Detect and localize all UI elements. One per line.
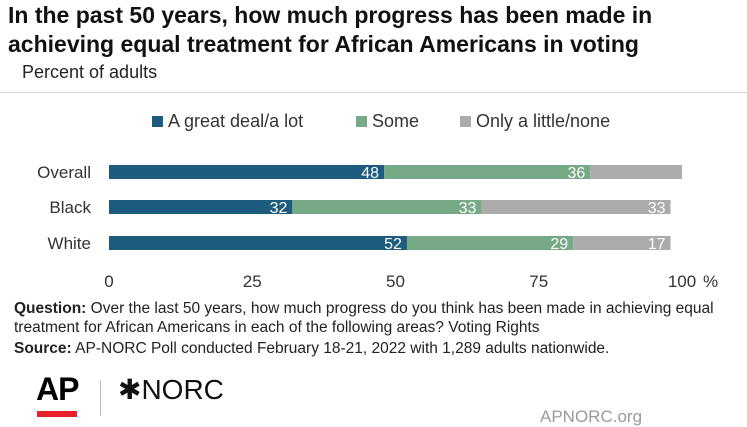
site-url: APNORC.org	[540, 407, 643, 426]
bar-segment-only-a-little-none	[481, 200, 671, 214]
bar-segment-some	[406, 236, 574, 250]
chart-legend: A great deal/a lot Some Only a little/none	[152, 111, 610, 131]
x-tick-label: 75	[529, 272, 548, 291]
data-label: 48	[361, 165, 379, 182]
data-label: 17	[648, 236, 666, 253]
data-label: 32	[270, 200, 288, 217]
x-axis-unit: %	[703, 272, 718, 291]
bar-segment-a-great-deal-a-lot	[109, 165, 385, 179]
source-text: AP-NORC Poll conducted February 18-21, 2…	[71, 340, 610, 357]
data-label: 33	[459, 200, 477, 217]
x-tick-label: 100	[668, 272, 696, 291]
question-lead: Question:	[14, 300, 87, 317]
stacked-bar-chart: A great deal/a lot Some Only a little/none…	[37, 111, 718, 291]
data-label: 36	[568, 165, 586, 182]
legend-swatch	[356, 116, 367, 127]
question-text: Over the last 50 years, how much progres…	[14, 300, 714, 336]
bar-row-black: 32 33 33	[109, 200, 671, 217]
bar-segment-only-a-little-none	[590, 165, 682, 179]
legend-item-only-a-little-none: Only a little/none	[460, 111, 610, 131]
legend-label: Some	[372, 111, 419, 131]
source-note: Source: AP-NORC Poll conducted February …	[14, 339, 739, 358]
bar-segment-some	[292, 200, 482, 214]
legend-label: A great deal/a lot	[168, 111, 303, 131]
x-axis-ticks: 0 25 50 75 100%	[104, 272, 718, 291]
x-tick-label: 25	[243, 272, 262, 291]
category-labels: Overall Black White	[37, 163, 91, 253]
data-label: 52	[384, 236, 402, 253]
category-label-overall: Overall	[37, 163, 91, 182]
x-tick-label: 50	[386, 272, 405, 291]
bar-segment-a-great-deal-a-lot	[109, 236, 407, 250]
legend-swatch	[152, 116, 163, 127]
norc-logo: ✱NORC	[118, 374, 224, 405]
category-label-white: White	[48, 234, 91, 253]
category-label-black: Black	[49, 198, 91, 217]
x-tick-label: 0	[104, 272, 113, 291]
bar-segment-some	[384, 165, 591, 179]
logo-separator	[100, 380, 101, 416]
legend-item-some: Some	[356, 111, 419, 131]
bar-segment-a-great-deal-a-lot	[109, 200, 293, 214]
data-label: 29	[550, 236, 568, 253]
legend-swatch	[460, 116, 471, 127]
bar-segment-only-a-little-none	[573, 236, 671, 250]
data-label: 33	[648, 200, 666, 217]
bar-row-overall: 48 36	[109, 165, 682, 182]
ap-logo-underline	[37, 411, 77, 417]
legend-item-a-great-deal-a-lot: A great deal/a lot	[152, 111, 303, 131]
source-lead: Source:	[14, 340, 72, 357]
question-note: Question: Over the last 50 years, how mu…	[14, 299, 739, 337]
chart-bars: 48 36 32 33 33 52 29 17	[109, 165, 682, 253]
chart-title: In the past 50 years, how much progress …	[8, 2, 653, 57]
chart-subtitle: Percent of adults	[22, 62, 158, 82]
bar-row-white: 52 29 17	[109, 236, 671, 253]
ap-logo: AP	[36, 371, 79, 407]
legend-label: Only a little/none	[476, 111, 610, 131]
header-divider	[0, 92, 747, 93]
